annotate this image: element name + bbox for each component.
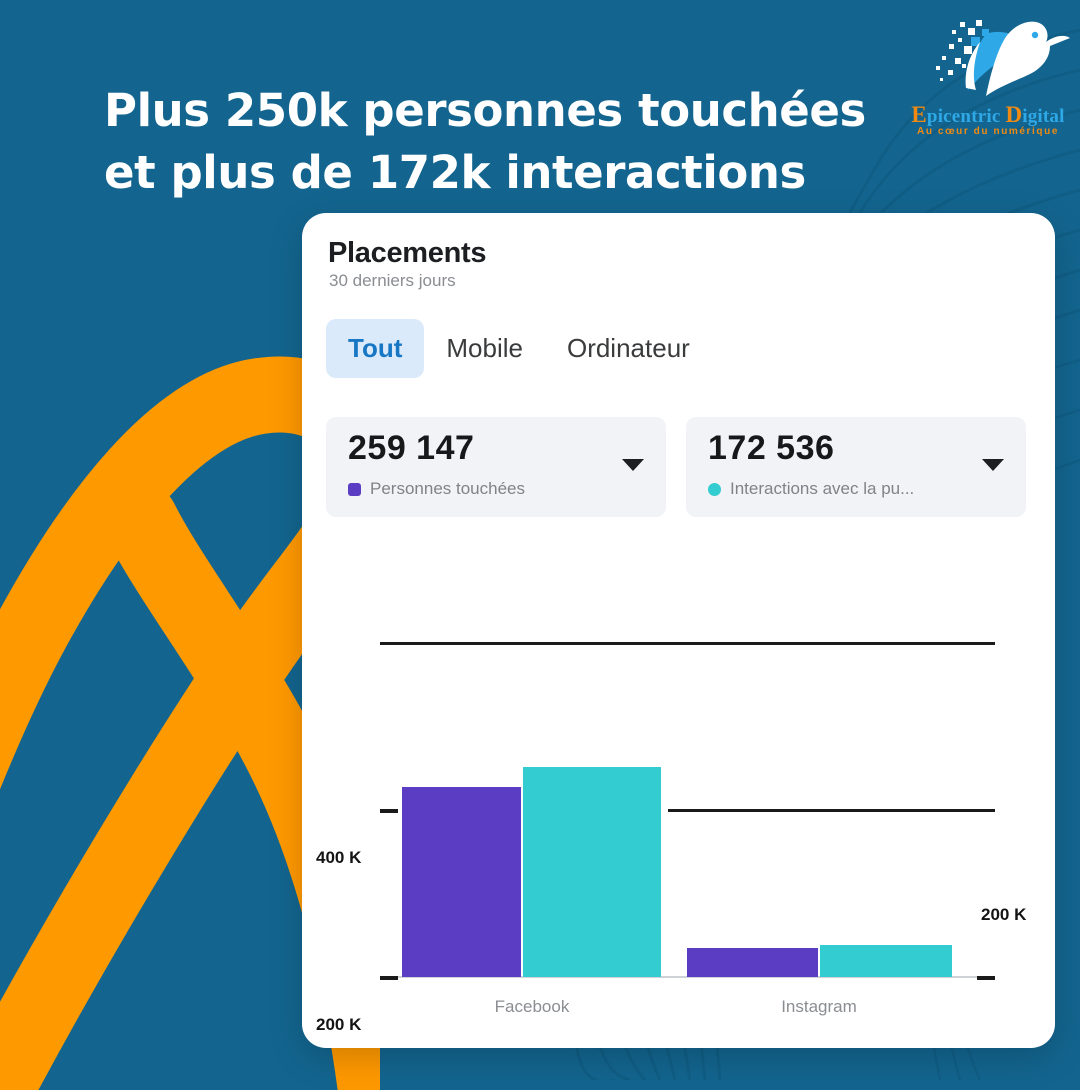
tick-right-0	[977, 976, 995, 980]
placements-bar-chart: 400 K 200 K 0 200 K 0 Facebook Ins	[302, 593, 1055, 1034]
gridline-400k	[380, 642, 995, 645]
legend-swatch-teal-icon	[708, 482, 721, 496]
logo-rest-igital: igital	[1022, 106, 1065, 127]
placement-tabs: Tout Mobile Ordinateur	[326, 319, 712, 378]
brand-logo: Epicentric Digital Au cœur du numérique	[900, 4, 1076, 146]
tab-mobile[interactable]: Mobile	[446, 333, 523, 363]
left-axis-tick-200k: 200 K	[316, 1015, 362, 1034]
axis-baseline	[380, 976, 995, 978]
metric-card-interactions[interactable]: 172 536 Interactions avec la pu...	[686, 417, 1026, 517]
bar-instagram-interactions[interactable]	[820, 945, 952, 977]
gridline-200k	[668, 809, 995, 812]
metric-card-personnes-touchees[interactable]: 259 147 Personnes touchées	[326, 417, 666, 517]
bar-facebook-personnes-touchees[interactable]	[402, 787, 521, 977]
metric-value: 172 536	[708, 429, 835, 467]
category-label-facebook: Facebook	[494, 997, 570, 1016]
logo-cap-e: E	[911, 102, 927, 127]
bar-instagram-personnes-touchees[interactable]	[687, 948, 818, 977]
bar-facebook-interactions[interactable]	[523, 767, 661, 977]
tab-ordinateur[interactable]: Ordinateur	[566, 333, 690, 363]
left-axis-tick-400k: 400 K	[316, 848, 362, 867]
category-label-instagram: Instagram	[781, 997, 857, 1016]
chevron-down-icon[interactable]	[622, 459, 644, 471]
card-title: Placements	[328, 237, 487, 269]
placements-card: Placements 30 derniers jours Tout Mobile…	[302, 213, 1055, 1048]
chart-plot-area: Facebook Instagram	[302, 593, 1055, 1033]
legend-swatch-purple-icon	[348, 482, 361, 496]
chevron-down-icon[interactable]	[982, 459, 1004, 471]
metric-legend: Interactions avec la pu...	[708, 479, 914, 499]
tick-left-200k	[380, 809, 398, 813]
logo-tagline: Au cœur du numérique	[917, 126, 1059, 137]
logo-cap-d: D	[1005, 102, 1023, 127]
tick-left-0	[380, 976, 398, 980]
headline: Plus 250k personnes touchées et plus de …	[104, 80, 904, 204]
metric-legend: Personnes touchées	[348, 479, 525, 499]
headline-line-2: et plus de 172k interactions	[104, 146, 806, 199]
metric-label: Personnes touchées	[370, 479, 525, 498]
right-axis-tick-200k: 200 K	[981, 905, 1027, 924]
metric-value: 259 147	[348, 429, 475, 467]
logo-name: Epicentric Digital	[900, 102, 1076, 128]
hummingbird-pixel-icon	[936, 20, 1070, 96]
headline-line-1: Plus 250k personnes touchées	[104, 84, 866, 137]
card-subtitle: 30 derniers jours	[329, 271, 456, 290]
tab-tout[interactable]: Tout	[326, 319, 425, 378]
logo-rest-picentric: picentric	[926, 106, 1001, 127]
metric-label: Interactions avec la pu...	[730, 479, 915, 498]
